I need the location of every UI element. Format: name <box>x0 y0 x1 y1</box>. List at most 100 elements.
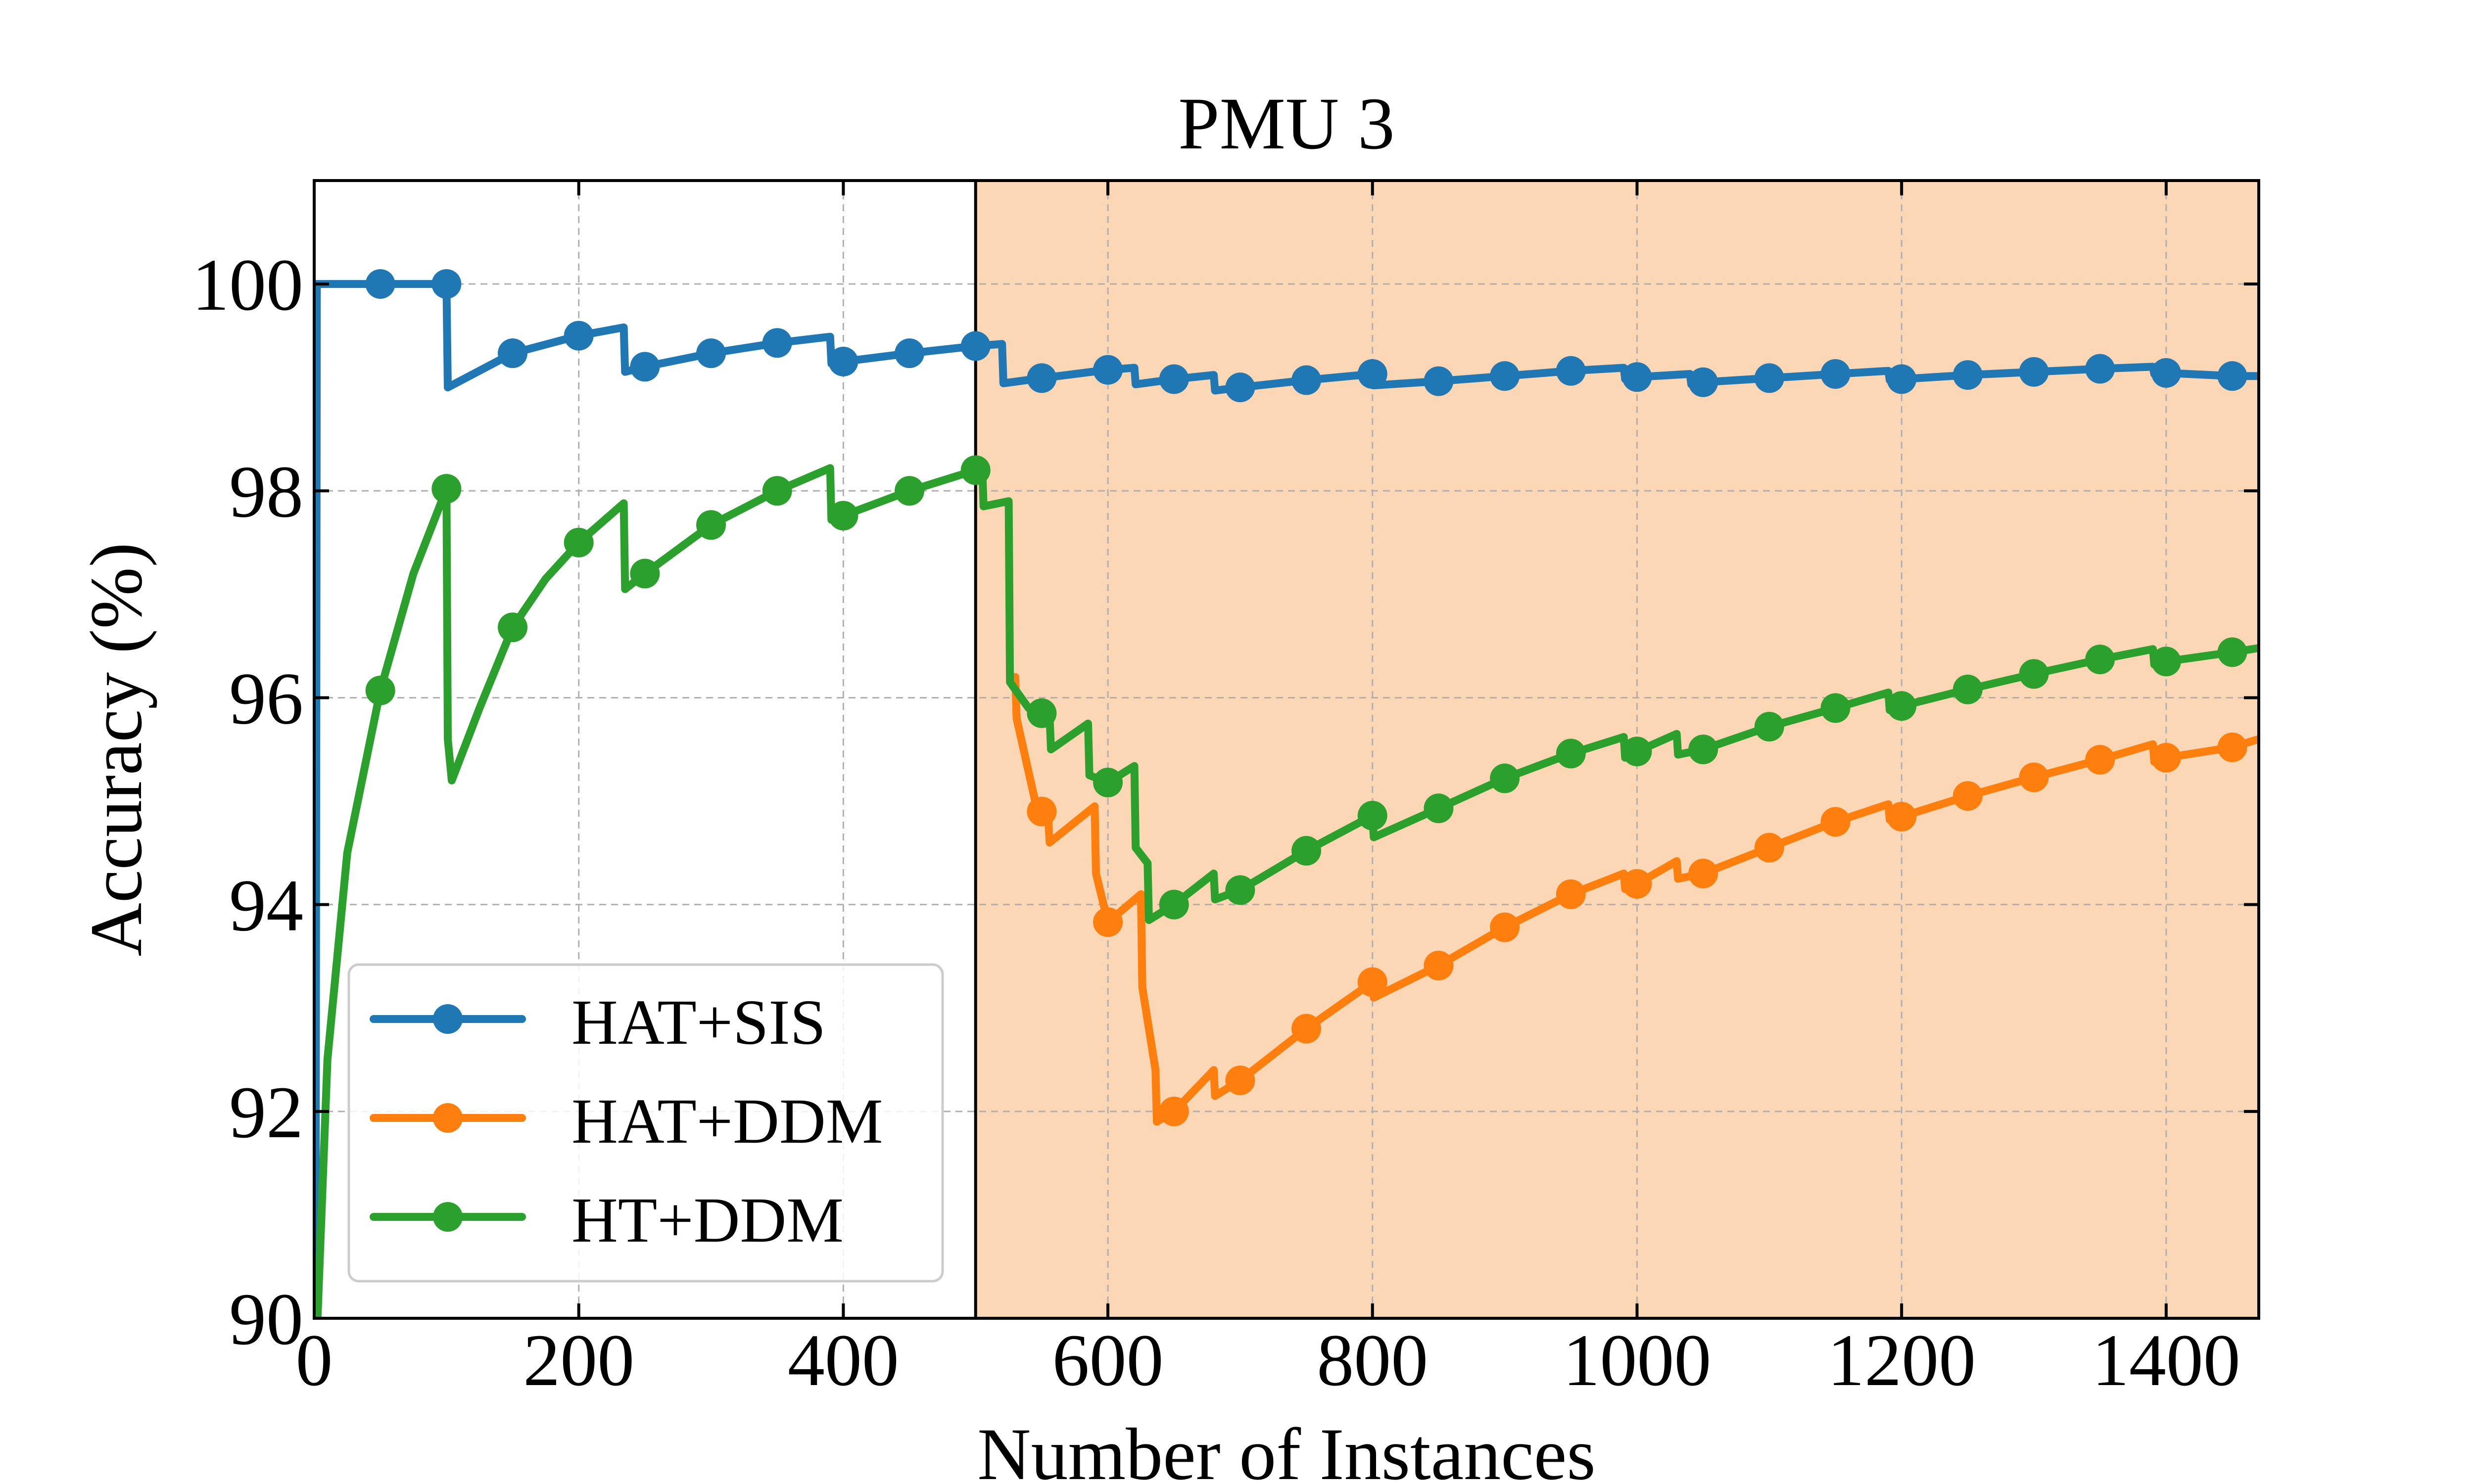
data-point <box>1424 793 1454 824</box>
data-point <box>1424 951 1454 980</box>
data-point <box>2019 659 2049 689</box>
data-point <box>1357 359 1387 389</box>
data-point <box>2019 762 2049 792</box>
data-point <box>1952 674 1983 704</box>
legend-box <box>347 963 944 1283</box>
data-point <box>1093 767 1123 797</box>
plot-frame <box>313 179 2260 1320</box>
data-point <box>960 331 991 361</box>
legend-label: HT+DDM <box>571 1185 844 1256</box>
data-point <box>1887 801 1917 832</box>
y-tick-label: 98 <box>229 451 303 533</box>
data-point <box>2217 637 2247 667</box>
data-point <box>630 558 660 589</box>
data-point <box>1424 366 1454 396</box>
data-point <box>1027 796 1057 827</box>
data-point <box>1556 879 1586 909</box>
x-tick-label: 1400 <box>2092 1319 2240 1401</box>
x-tick-label: 400 <box>788 1319 899 1401</box>
data-point <box>696 338 726 369</box>
data-point <box>2217 732 2247 762</box>
data-point <box>1159 1096 1189 1126</box>
y-tick-label: 90 <box>229 1278 303 1360</box>
y-axis-label: Accuracy (%) <box>75 543 157 957</box>
data-point <box>1225 1066 1255 1096</box>
data-point <box>1159 889 1189 920</box>
legend-label: HAT+DDM <box>571 1086 883 1157</box>
shaded-region <box>975 181 2259 1318</box>
data-point <box>1754 712 1784 742</box>
data-point <box>1490 763 1520 793</box>
data-point <box>1357 800 1387 831</box>
data-point <box>1490 361 1520 391</box>
data-point <box>2019 357 2049 387</box>
data-point <box>498 338 528 369</box>
x-tick-label: 800 <box>1317 1319 1428 1401</box>
legend-marker <box>433 1004 463 1034</box>
data-point <box>895 476 925 506</box>
data-point <box>498 612 528 643</box>
data-point <box>1622 869 1652 899</box>
data-point <box>1027 363 1057 393</box>
data-point <box>1820 693 1851 723</box>
data-point <box>895 338 925 369</box>
data-point <box>1357 967 1387 997</box>
data-point <box>762 476 792 506</box>
data-point <box>1490 912 1520 942</box>
data-point <box>1688 735 1718 764</box>
data-point <box>1754 833 1784 863</box>
y-tick-label: 92 <box>229 1071 303 1154</box>
data-point <box>630 352 660 382</box>
data-point <box>1688 858 1718 888</box>
data-point <box>1820 807 1851 837</box>
data-point <box>1952 360 1983 390</box>
data-point <box>2085 744 2115 775</box>
data-point <box>1159 364 1189 394</box>
data-point <box>2151 742 2181 773</box>
legend-item: HAT+SIS <box>370 987 826 1058</box>
data-point <box>1887 691 1917 721</box>
series-ht-ddm <box>314 455 2259 1318</box>
data-point <box>564 321 594 351</box>
y-tick-label: 96 <box>229 657 303 740</box>
data-point <box>365 675 395 705</box>
data-point <box>1225 875 1255 905</box>
x-tick-label: 200 <box>523 1319 634 1401</box>
series-hat-ddm <box>1011 673 2259 1126</box>
data-point <box>696 510 726 540</box>
data-point <box>1291 365 1322 395</box>
data-point <box>1093 907 1123 937</box>
data-point <box>1225 372 1255 403</box>
data-point <box>762 328 792 358</box>
data-point <box>828 501 858 531</box>
legend-item: HT+DDM <box>370 1185 844 1256</box>
y-tick-label: 94 <box>229 865 303 947</box>
x-tick-label: 600 <box>1052 1319 1164 1401</box>
data-point <box>1556 739 1586 769</box>
data-point <box>431 269 462 299</box>
x-tick-label: 1200 <box>1827 1319 1976 1401</box>
data-point <box>1291 1014 1322 1044</box>
series-hat-sis <box>314 269 2259 1318</box>
chart-title: PMU 3 <box>1178 83 1395 165</box>
y-tick-label: 100 <box>192 244 303 326</box>
data-point <box>2151 647 2181 677</box>
data-point <box>1688 367 1718 397</box>
data-point <box>1291 835 1322 866</box>
data-point <box>431 474 462 504</box>
data-point <box>1027 698 1057 728</box>
legend-marker <box>433 1202 463 1232</box>
data-point <box>1556 356 1586 386</box>
data-point <box>1093 355 1123 385</box>
data-point <box>960 455 991 485</box>
data-point <box>2151 358 2181 388</box>
data-point <box>2085 354 2115 384</box>
data-point <box>1622 737 1652 767</box>
x-tick-label: 1000 <box>1563 1319 1711 1401</box>
data-point <box>1754 363 1784 393</box>
data-point <box>564 527 594 557</box>
x-axis-label: Number of Instances <box>977 1413 1596 1484</box>
data-point <box>2217 361 2247 391</box>
legend-marker <box>433 1103 463 1133</box>
